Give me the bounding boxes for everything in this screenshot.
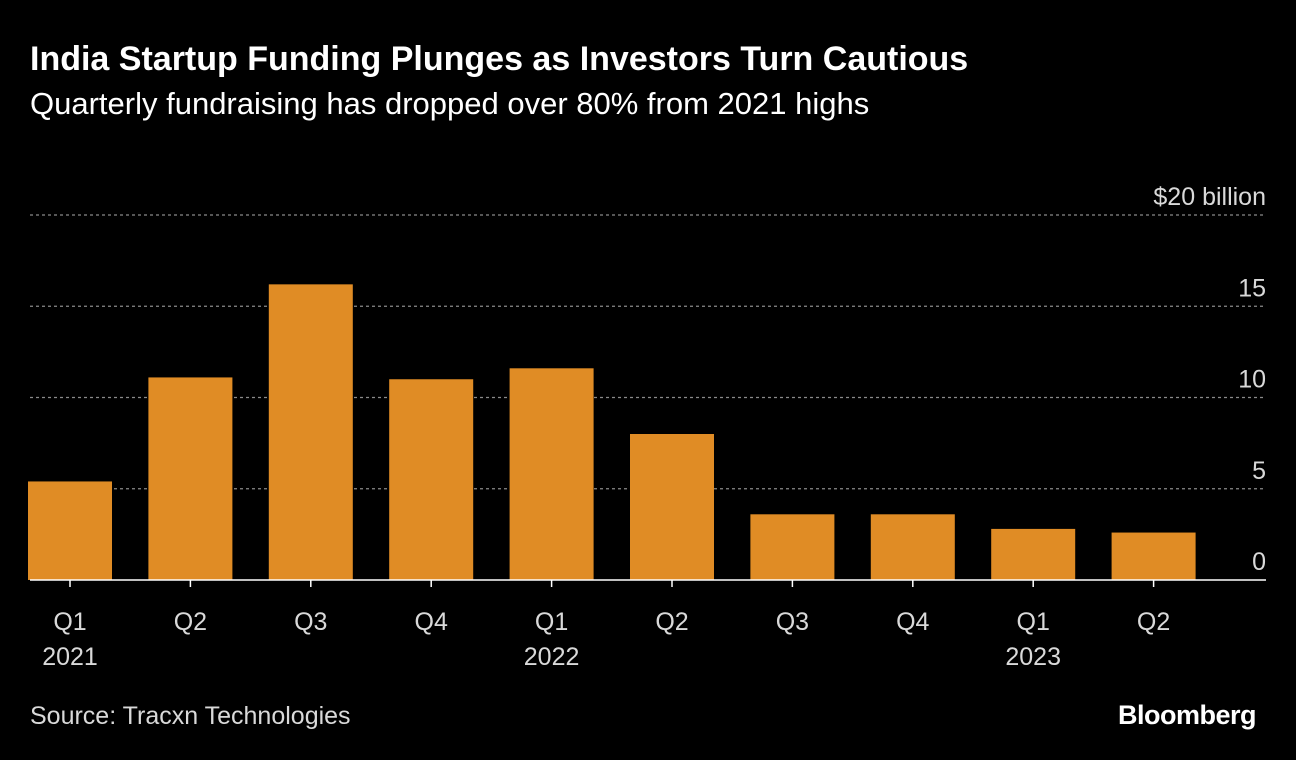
x-tick-label: Q3 <box>294 608 327 636</box>
bar <box>870 514 955 580</box>
x-year-label: 2023 <box>1005 643 1061 671</box>
bar <box>389 379 474 580</box>
bars <box>28 284 1196 580</box>
y-tick-label: 0 <box>1252 548 1266 576</box>
x-tick-label: Q2 <box>174 608 207 636</box>
bar <box>148 377 233 580</box>
x-tick-label: Q1 <box>535 608 568 636</box>
y-axis-ticks: 0 5 10 15 $20 billion <box>1153 183 1266 576</box>
bar <box>1111 532 1196 580</box>
bar <box>268 284 353 580</box>
x-tick-label: Q2 <box>655 608 688 636</box>
x-year-label: 2021 <box>42 643 98 671</box>
x-tick-label: Q1 <box>53 608 86 636</box>
chart-subtitle: Quarterly fundraising has dropped over 8… <box>30 86 870 121</box>
x-tick-label: Q3 <box>776 608 809 636</box>
x-tick-label: Q2 <box>1137 608 1170 636</box>
y-tick-label: 5 <box>1252 457 1266 485</box>
bar <box>28 481 112 580</box>
x-tick-label: Q4 <box>415 608 448 636</box>
y-tick-label: 15 <box>1238 274 1266 302</box>
bar <box>750 514 835 580</box>
x-axis-ticks: Q1 2021 Q2 Q3 Q4 Q1 2022 Q2 Q3 Q4 Q1 2023 Q2 <box>42 580 1170 671</box>
source-note: Source: Tracxn Technologies <box>30 702 351 730</box>
x-tick-label: Q4 <box>896 608 929 636</box>
bloomberg-logo: Bloomberg <box>1117 700 1257 730</box>
chart-title: India Startup Funding Plunges as Investo… <box>30 40 969 78</box>
x-tick-label: Q1 <box>1017 608 1050 636</box>
bar <box>630 434 714 580</box>
x-year-label: 2022 <box>524 643 580 671</box>
y-tick-label: 10 <box>1238 366 1266 394</box>
bar-chart: 0 5 10 15 $20 billion Q1 2021 Q2 Q3 Q4 Q1 2022 Q2 Q3… <box>28 183 1266 671</box>
bar <box>991 528 1076 580</box>
y-tick-label: $20 billion <box>1153 183 1266 211</box>
bar <box>509 368 594 580</box>
